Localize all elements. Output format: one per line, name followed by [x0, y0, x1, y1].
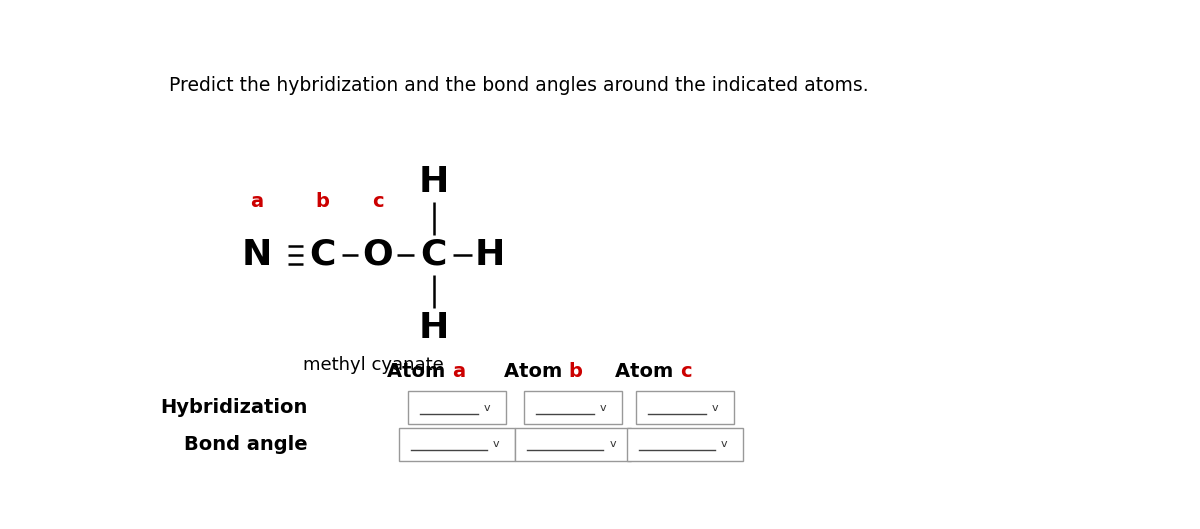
Text: Predict the hybridization and the bond angles around the indicated atoms.: Predict the hybridization and the bond a…	[168, 76, 869, 95]
FancyBboxPatch shape	[524, 391, 622, 424]
Text: methyl cyanate: methyl cyanate	[302, 356, 444, 374]
Text: a: a	[452, 361, 466, 380]
Text: v: v	[712, 403, 719, 413]
Text: O: O	[362, 238, 394, 272]
Text: a: a	[251, 193, 264, 212]
Text: Atom: Atom	[504, 361, 569, 380]
Text: Hybridization: Hybridization	[161, 398, 308, 417]
Text: v: v	[600, 403, 607, 413]
Text: c: c	[680, 361, 691, 380]
Text: C: C	[308, 238, 335, 272]
Text: Atom: Atom	[616, 361, 680, 380]
Text: v: v	[484, 403, 491, 413]
Text: H: H	[419, 165, 449, 198]
FancyBboxPatch shape	[398, 427, 515, 461]
Text: b: b	[316, 193, 329, 212]
Text: H: H	[419, 311, 449, 345]
Text: N: N	[241, 238, 272, 272]
FancyBboxPatch shape	[636, 391, 733, 424]
Text: H: H	[474, 238, 505, 272]
Text: C: C	[420, 238, 446, 272]
FancyBboxPatch shape	[626, 427, 743, 461]
Text: v: v	[721, 439, 727, 449]
Text: c: c	[372, 193, 384, 212]
Text: v: v	[610, 439, 616, 449]
Text: b: b	[569, 361, 582, 380]
Text: Bond angle: Bond angle	[185, 435, 308, 454]
FancyBboxPatch shape	[515, 427, 631, 461]
FancyBboxPatch shape	[408, 391, 505, 424]
Text: v: v	[493, 439, 499, 449]
Text: Atom: Atom	[388, 361, 452, 380]
